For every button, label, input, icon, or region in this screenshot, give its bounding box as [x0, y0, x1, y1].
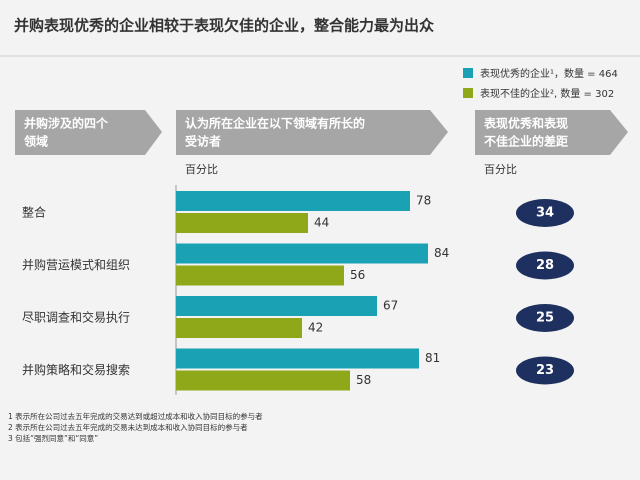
legend-label: 表现优秀的企业¹，数量 = 464: [480, 67, 618, 80]
column-header: 表现优秀和表现: [483, 116, 568, 131]
gap-label: 34: [536, 206, 554, 221]
gap-badge: [516, 251, 574, 280]
category-label: 尽职调查和交易执行: [22, 310, 130, 325]
column-header: 不佳企业的差距: [484, 134, 568, 149]
gap-badge: [516, 356, 574, 385]
column-header: 领域: [24, 134, 48, 149]
column-header: 并购涉及的四个: [24, 116, 109, 131]
bar: [176, 213, 308, 233]
unit-label: 百分比: [484, 163, 517, 176]
value-label: 67: [383, 299, 398, 313]
gap-label: 28: [536, 258, 554, 273]
bar: [176, 318, 302, 338]
category-label: 并购营运模式和组织: [22, 257, 130, 272]
category-label: 整合: [22, 205, 46, 220]
category-label: 并购策略和交易搜索: [22, 362, 130, 377]
value-label: 78: [416, 194, 431, 208]
gap-badge: [516, 199, 574, 227]
bar: [176, 191, 410, 211]
value-label: 42: [308, 321, 323, 335]
footnote: 3 包括“强烈同意”和“同意”: [8, 433, 98, 443]
chart-title: 并购表现优秀的企业相较于表现欠佳的企业，整合能力最为出众: [14, 17, 434, 35]
column-header: 认为所在企业在以下领域有所长的: [185, 116, 365, 131]
bar: [176, 348, 419, 369]
bar: [176, 265, 344, 286]
header-banner: [475, 110, 628, 155]
value-label: 44: [314, 216, 329, 230]
value-label: 81: [425, 351, 440, 365]
gap-label: 25: [536, 311, 554, 326]
bar: [176, 296, 377, 316]
value-label: 58: [356, 373, 371, 387]
legend-swatch: [463, 88, 473, 98]
bar: [176, 370, 350, 391]
value-label: 84: [434, 246, 449, 260]
footnote: 2 表示所在公司过去五年完成的交易未达到成本和收入协同目标的参与者: [8, 422, 248, 432]
value-label: 56: [350, 268, 365, 282]
header-banner: [15, 110, 162, 155]
gap-label: 23: [536, 363, 554, 378]
unit-label: 百分比: [185, 163, 218, 176]
legend-label: 表现不佳的企业², 数量 = 302: [480, 87, 614, 100]
header-banner: [176, 110, 448, 155]
bar: [176, 243, 428, 264]
gap-badge: [516, 304, 574, 332]
footnote: 1 表示所在公司过去五年完成的交易达到或超过成本和收入协同目标的参与者: [8, 411, 263, 421]
legend-swatch: [463, 68, 473, 78]
column-header: 受访者: [185, 134, 221, 149]
